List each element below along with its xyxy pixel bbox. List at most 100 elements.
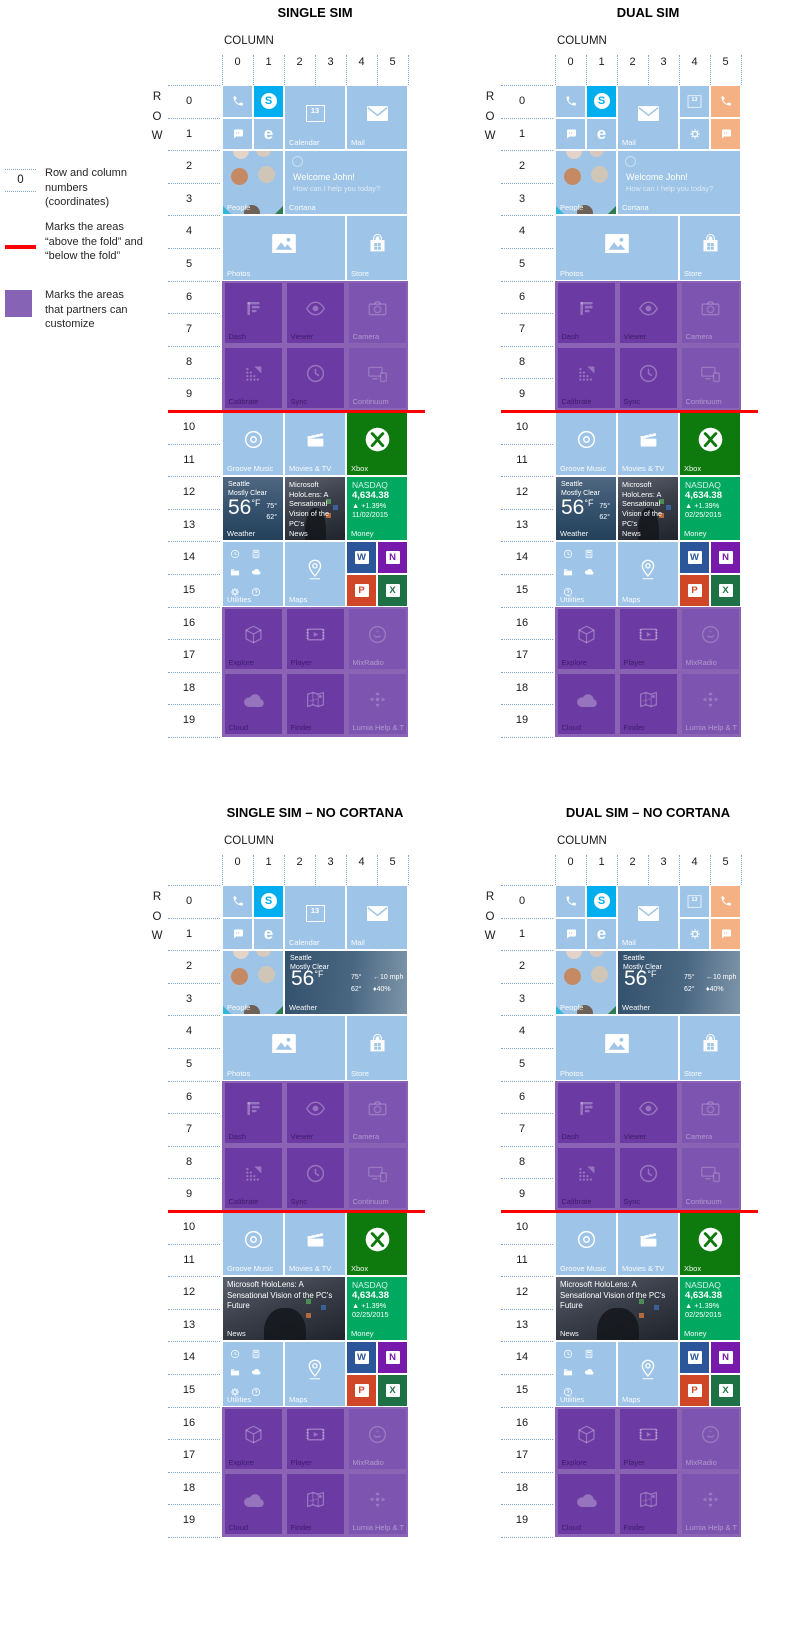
utility-icon-group xyxy=(230,549,279,597)
finder-icon xyxy=(287,1474,344,1534)
lumia-icon xyxy=(349,1474,406,1534)
row-number: 3 xyxy=(185,992,193,1005)
tile-label: News xyxy=(622,529,641,539)
viewer-tile: Viewer xyxy=(286,283,344,344)
tile-label: Finder xyxy=(290,723,312,733)
camera-icon xyxy=(682,283,739,343)
tile-label: Xbox xyxy=(351,1264,369,1274)
people-tile: People xyxy=(223,151,283,215)
photo-corner xyxy=(275,1006,283,1015)
photo-detail xyxy=(666,504,671,510)
lumia-help-tile: Lumia Help & Tips xyxy=(348,1474,406,1535)
tile-label: Explore xyxy=(561,1458,587,1468)
explore-tile: Explore xyxy=(224,1409,282,1470)
row-number: 15 xyxy=(515,584,529,596)
explore-tile: Explore xyxy=(224,609,282,670)
grid-dotted-line xyxy=(168,1113,220,1115)
dash-tile: Dash xyxy=(557,283,615,344)
weather-city: Seattle xyxy=(561,481,583,489)
grid-dotted-line xyxy=(501,508,553,510)
grid-dotted-line xyxy=(501,313,553,315)
weather-low: 62° xyxy=(351,986,362,994)
store-icon xyxy=(680,1016,740,1079)
grid-dotted-line xyxy=(617,55,618,85)
row-number: 5 xyxy=(518,1058,526,1070)
store-icon xyxy=(680,216,740,279)
row-number: 0 xyxy=(518,95,526,107)
tile-label: Viewer xyxy=(623,332,647,342)
column-number: 4 xyxy=(691,856,698,868)
avatar xyxy=(566,951,582,960)
powerpoint-icon: P xyxy=(347,575,376,606)
grid-dotted-line xyxy=(501,1113,553,1115)
row-number: 10 xyxy=(182,1221,196,1233)
stock-date: 02/25/2015 xyxy=(352,1310,389,1320)
mail-icon xyxy=(347,886,407,949)
row-number: 1 xyxy=(518,927,526,940)
grid-dotted-line xyxy=(501,1341,553,1343)
avatar xyxy=(258,166,275,184)
photos-icon xyxy=(556,1016,678,1079)
tile-label: Sync xyxy=(623,397,641,407)
row-number: 17 xyxy=(182,1449,196,1462)
phone-icon xyxy=(223,86,252,117)
grid-dotted-line xyxy=(168,1341,220,1343)
messaging2-tile xyxy=(711,918,740,950)
maps-icon xyxy=(285,542,345,605)
store-tile: Store xyxy=(680,1016,740,1080)
grid-dotted-line xyxy=(501,737,553,738)
cortana-ring-icon xyxy=(625,156,636,168)
weather-wind: ←10 mph xyxy=(706,974,737,982)
grid-dotted-line xyxy=(168,704,220,706)
money-tile: NASDAQ 4,634.38 ▲ +1.39% 02/25/2015 Money xyxy=(347,1277,407,1341)
row-number: 18 xyxy=(182,1481,196,1494)
stock-change: ▲ +1.39% xyxy=(685,1301,720,1311)
avatar xyxy=(564,168,581,186)
calculator-icon xyxy=(584,549,594,559)
calendar-icon: 13 xyxy=(285,86,345,149)
weather-location: Seattle Mostly Clear xyxy=(623,954,662,972)
question-icon xyxy=(251,1387,261,1397)
maps-tile: Maps xyxy=(618,542,678,606)
xbox-tile: Xbox xyxy=(680,1212,740,1276)
tile-label: Photos xyxy=(227,268,251,278)
grid-dotted-line xyxy=(586,55,587,85)
tile-label: Cortana xyxy=(622,203,649,213)
row-number: 15 xyxy=(515,1384,529,1396)
avatar xyxy=(231,168,248,186)
maps-tile: Maps xyxy=(285,542,345,606)
grid-dotted-line xyxy=(501,574,553,575)
question-icon xyxy=(563,1387,573,1397)
groove-music-tile: Groove Music xyxy=(556,412,616,476)
row-number: 2 xyxy=(518,960,526,973)
news-wide-tile: Microsoft HoloLens: A Sensational Vision… xyxy=(556,1277,678,1341)
message-icon xyxy=(711,119,740,150)
weather-condition: Mostly Clear xyxy=(623,964,662,972)
onenote-icon: N xyxy=(711,542,740,573)
xbox-tile: Xbox xyxy=(347,412,407,476)
gear-icon xyxy=(680,919,709,950)
photo-detail xyxy=(638,1298,644,1304)
groove-music-tile: Groove Music xyxy=(556,1212,616,1276)
row-number: 3 xyxy=(185,192,193,205)
weather-city: Seattle xyxy=(290,955,312,963)
tile-label: Dash xyxy=(561,332,580,342)
photos-tile: Photos xyxy=(556,216,678,280)
grid-dotted-line xyxy=(586,855,587,885)
row-number: 6 xyxy=(518,290,526,303)
photos-tile: Photos xyxy=(556,1016,678,1080)
skype-icon: S xyxy=(587,886,616,917)
row-number: 19 xyxy=(182,1514,196,1527)
clock-icon xyxy=(230,549,240,559)
finder-icon xyxy=(620,674,677,734)
weather-tile: Seattle Mostly Clear 56°F 75° 62° Weather xyxy=(556,477,616,541)
tile-label: Sync xyxy=(290,397,308,407)
movies-tv-tile: Movies & TV xyxy=(285,412,345,476)
tile-label: Money xyxy=(351,529,374,539)
groove-icon xyxy=(556,1212,616,1275)
panel-title: SINGLE SIM xyxy=(277,5,353,20)
fold-line xyxy=(168,409,425,413)
cloud-icon xyxy=(251,1368,261,1378)
row-number: 11 xyxy=(516,453,528,466)
grid-dotted-line xyxy=(168,476,220,478)
